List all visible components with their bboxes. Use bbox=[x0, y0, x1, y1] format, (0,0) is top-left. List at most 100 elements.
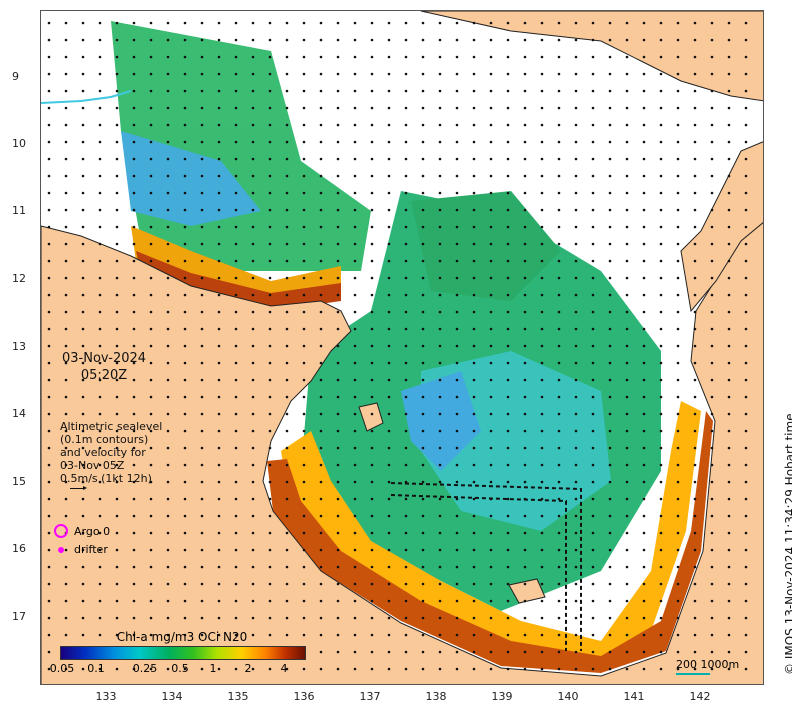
velocity-arrow bbox=[659, 140, 663, 144]
velocity-arrow bbox=[98, 412, 102, 416]
velocity-arrow bbox=[438, 446, 442, 450]
velocity-arrow bbox=[659, 276, 663, 280]
velocity-arrow bbox=[285, 174, 289, 178]
velocity-arrow bbox=[472, 429, 476, 433]
velocity-arrow bbox=[438, 344, 442, 348]
velocity-arrow bbox=[353, 140, 357, 144]
velocity-arrow bbox=[642, 565, 646, 569]
velocity-arrow bbox=[149, 225, 153, 229]
velocity-arrow bbox=[489, 412, 493, 416]
velocity-arrow bbox=[319, 599, 323, 603]
velocity-arrow bbox=[455, 514, 459, 518]
velocity-arrow bbox=[251, 361, 255, 365]
velocity-arrow bbox=[438, 208, 442, 212]
velocity-arrow bbox=[370, 548, 374, 552]
velocity-arrow bbox=[336, 531, 340, 535]
velocity-arrow bbox=[319, 480, 323, 484]
velocity-arrow bbox=[234, 463, 238, 467]
velocity-arrow bbox=[336, 327, 340, 331]
velocity-arrow bbox=[234, 72, 238, 76]
velocity-arrow bbox=[47, 429, 51, 433]
velocity-arrow bbox=[608, 667, 612, 671]
velocity-arrow bbox=[421, 191, 425, 195]
velocity-arrow bbox=[115, 310, 119, 314]
velocity-arrow bbox=[472, 463, 476, 467]
velocity-arrow bbox=[438, 140, 442, 144]
velocity-arrow bbox=[421, 174, 425, 178]
velocity-arrow bbox=[217, 633, 221, 637]
velocity-arrow bbox=[744, 276, 748, 280]
velocity-arrow bbox=[642, 633, 646, 637]
velocity-arrow bbox=[489, 208, 493, 212]
velocity-arrow bbox=[608, 106, 612, 110]
velocity-arrow bbox=[421, 140, 425, 144]
velocity-arrow bbox=[387, 106, 391, 110]
velocity-arrow bbox=[591, 497, 595, 501]
velocity-arrow bbox=[506, 208, 510, 212]
velocity-arrow bbox=[404, 429, 408, 433]
velocity-arrow bbox=[523, 208, 527, 212]
velocity-arrow bbox=[387, 293, 391, 297]
velocity-arrow bbox=[421, 565, 425, 569]
date-line: 03-Nov-2024 bbox=[62, 351, 147, 366]
velocity-arrow bbox=[489, 259, 493, 263]
velocity-arrow bbox=[489, 633, 493, 637]
velocity-arrow bbox=[676, 361, 680, 365]
velocity-arrow bbox=[200, 327, 204, 331]
velocity-arrow bbox=[217, 395, 221, 399]
velocity-arrow bbox=[506, 599, 510, 603]
velocity-arrow bbox=[234, 225, 238, 229]
velocity-arrow bbox=[302, 531, 306, 535]
river bbox=[41, 90, 132, 104]
velocity-arrow bbox=[217, 157, 221, 161]
velocity-arrow bbox=[234, 514, 238, 518]
velocity-arrow bbox=[336, 650, 340, 654]
lon-tick-134: 134 bbox=[161, 690, 183, 703]
velocity-arrow bbox=[574, 531, 578, 535]
velocity-arrow bbox=[540, 429, 544, 433]
map-frame[interactable] bbox=[40, 10, 764, 685]
velocity-arrow bbox=[98, 21, 102, 25]
velocity-arrow bbox=[608, 89, 612, 93]
velocity-arrow bbox=[353, 429, 357, 433]
velocity-arrow bbox=[336, 242, 340, 246]
credit-text: © IMOS 13-Nov-2024 11:34:29 Hobart time bbox=[783, 413, 792, 675]
velocity-arrow bbox=[64, 429, 68, 433]
velocity-arrow bbox=[727, 242, 731, 246]
velocity-arrow bbox=[251, 565, 255, 569]
velocity-arrow bbox=[693, 480, 697, 484]
velocity-arrow bbox=[489, 531, 493, 535]
velocity-arrow bbox=[608, 344, 612, 348]
velocity-arrow bbox=[404, 327, 408, 331]
velocity-arrow bbox=[387, 361, 391, 365]
velocity-arrow bbox=[642, 497, 646, 501]
velocity-arrow bbox=[285, 208, 289, 212]
velocity-arrow bbox=[625, 157, 629, 161]
velocity-arrow bbox=[710, 191, 714, 195]
velocity-arrow bbox=[81, 38, 85, 42]
velocity-arrow bbox=[166, 582, 170, 586]
velocity-arrow bbox=[455, 106, 459, 110]
velocity-arrow bbox=[591, 106, 595, 110]
velocity-arrow bbox=[268, 191, 272, 195]
velocity-arrow bbox=[319, 208, 323, 212]
velocity-arrow bbox=[506, 480, 510, 484]
velocity-arrow bbox=[557, 548, 561, 552]
velocity-arrow bbox=[285, 38, 289, 42]
velocity-arrow bbox=[574, 174, 578, 178]
velocity-arrow bbox=[81, 667, 85, 671]
velocity-arrow bbox=[489, 72, 493, 76]
velocity-arrow bbox=[302, 327, 306, 331]
velocity-arrow bbox=[727, 667, 731, 671]
velocity-arrow bbox=[353, 123, 357, 127]
velocity-arrow bbox=[642, 310, 646, 314]
velocity-arrow bbox=[370, 140, 374, 144]
colorbar-tick: 0.25 bbox=[132, 662, 158, 675]
velocity-arrow bbox=[489, 599, 493, 603]
velocity-arrow bbox=[285, 412, 289, 416]
velocity-arrow bbox=[472, 140, 476, 144]
velocity-arrow bbox=[115, 667, 119, 671]
velocity-arrow bbox=[47, 225, 51, 229]
velocity-arrow bbox=[370, 599, 374, 603]
velocity-arrow bbox=[183, 21, 187, 25]
